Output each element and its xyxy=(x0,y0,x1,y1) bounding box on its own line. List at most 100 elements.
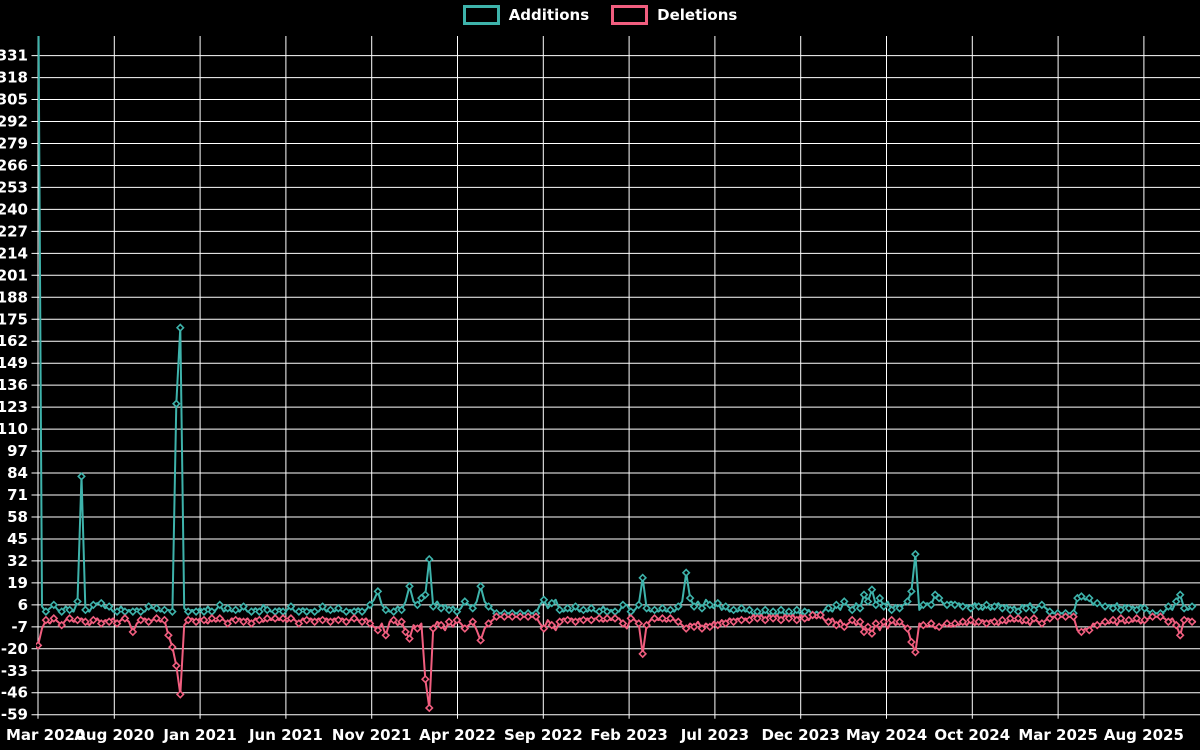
data-point-marker xyxy=(357,617,367,627)
data-point-marker xyxy=(642,620,651,630)
data-point-marker xyxy=(334,603,343,613)
data-point-marker xyxy=(638,573,648,583)
data-point-marker xyxy=(950,600,960,610)
data-point-marker xyxy=(152,603,161,613)
data-point-marker xyxy=(215,600,225,610)
data-point-marker xyxy=(413,600,422,610)
data-point-marker xyxy=(895,603,904,613)
data-point-marker xyxy=(685,593,695,603)
data-point-marker xyxy=(571,617,580,627)
data-point-marker xyxy=(1029,614,1039,623)
data-point-marker xyxy=(990,617,999,627)
data-point-marker xyxy=(171,661,181,671)
data-point-marker xyxy=(365,600,375,610)
y-tick-label: 240 xyxy=(0,200,28,218)
x-tick-label: May 2024 xyxy=(846,726,927,744)
legend-item-additions[interactable]: Additions xyxy=(462,5,589,25)
data-point-marker xyxy=(594,614,604,623)
data-point-marker xyxy=(673,602,683,611)
data-point-marker xyxy=(1021,615,1031,625)
data-point-marker xyxy=(270,614,280,623)
data-point-marker xyxy=(634,619,644,628)
data-point-marker xyxy=(752,614,762,623)
data-point-marker xyxy=(1116,605,1126,615)
data-point-marker xyxy=(1163,617,1173,627)
data-point-marker xyxy=(673,617,683,627)
data-point-marker xyxy=(958,602,968,611)
data-point-marker xyxy=(436,620,446,630)
x-tick-label: Aug 2025 xyxy=(1104,726,1184,744)
data-point-marker xyxy=(974,617,983,627)
data-point-marker xyxy=(81,605,90,615)
data-point-marker xyxy=(104,617,114,627)
data-point-marker xyxy=(697,603,707,613)
y-tick-label: 84 xyxy=(7,464,28,482)
legend-item-deletions[interactable]: Deletions xyxy=(611,5,737,25)
data-point-marker xyxy=(239,602,248,611)
data-point-marker xyxy=(36,641,43,650)
x-tick-label: Mar 2020 xyxy=(6,726,85,744)
data-point-marker xyxy=(341,617,351,627)
data-point-marker xyxy=(73,615,82,625)
y-tick-label: 175 xyxy=(0,310,28,328)
data-point-marker xyxy=(112,619,122,628)
data-point-marker xyxy=(49,600,59,610)
data-point-marker xyxy=(1037,600,1047,610)
data-point-marker xyxy=(792,605,802,615)
data-point-marker xyxy=(1077,627,1086,637)
data-point-marker xyxy=(1124,615,1134,625)
y-tick-label: 266 xyxy=(0,156,28,174)
data-point-marker xyxy=(1029,605,1039,615)
data-point-marker xyxy=(65,614,74,623)
data-point-marker xyxy=(1092,598,1102,608)
data-point-marker xyxy=(168,642,177,652)
data-point-marker xyxy=(776,615,786,625)
data-point-marker xyxy=(128,607,138,616)
data-point-marker xyxy=(958,617,968,627)
y-tick-label: 331 xyxy=(0,47,28,65)
data-point-marker xyxy=(1132,605,1142,615)
data-point-marker xyxy=(650,605,659,615)
data-point-marker xyxy=(539,624,549,633)
data-point-marker xyxy=(847,615,857,625)
data-point-marker xyxy=(1108,615,1118,625)
data-point-marker xyxy=(776,605,786,615)
data-point-marker xyxy=(112,607,122,616)
data-point-marker xyxy=(286,602,296,611)
data-point-marker xyxy=(903,597,912,606)
data-point-marker xyxy=(626,614,636,623)
data-point-marker xyxy=(420,674,430,684)
data-point-marker xyxy=(579,615,588,625)
y-tick-label: 110 xyxy=(0,420,28,438)
data-point-marker xyxy=(120,614,130,623)
data-point-marker xyxy=(460,624,470,633)
y-tick-label: 45 xyxy=(7,530,28,548)
data-point-marker xyxy=(262,614,272,623)
data-point-marker xyxy=(887,615,897,625)
data-point-marker xyxy=(942,619,952,628)
data-point-marker xyxy=(1077,592,1086,601)
data-point-marker xyxy=(397,617,406,627)
data-point-marker xyxy=(531,612,541,622)
data-point-marker xyxy=(729,617,738,627)
data-point-marker xyxy=(507,612,517,622)
data-point-marker xyxy=(104,602,114,611)
data-point-marker xyxy=(658,603,667,613)
data-point-marker xyxy=(1005,614,1015,623)
data-point-marker xyxy=(1124,603,1134,613)
data-point-marker xyxy=(144,602,153,611)
data-point-marker xyxy=(136,615,146,625)
data-point-marker xyxy=(859,627,869,637)
data-point-marker xyxy=(41,615,51,625)
data-point-marker xyxy=(294,619,304,628)
data-point-marker xyxy=(903,624,912,633)
data-point-marker xyxy=(73,597,82,606)
data-point-marker xyxy=(428,624,438,633)
y-tick-label: 97 xyxy=(7,442,28,460)
data-point-marker xyxy=(618,619,628,628)
y-tick-label: 279 xyxy=(0,134,28,152)
data-point-marker xyxy=(420,590,430,600)
data-point-marker xyxy=(41,607,51,616)
data-point-marker xyxy=(326,617,335,627)
